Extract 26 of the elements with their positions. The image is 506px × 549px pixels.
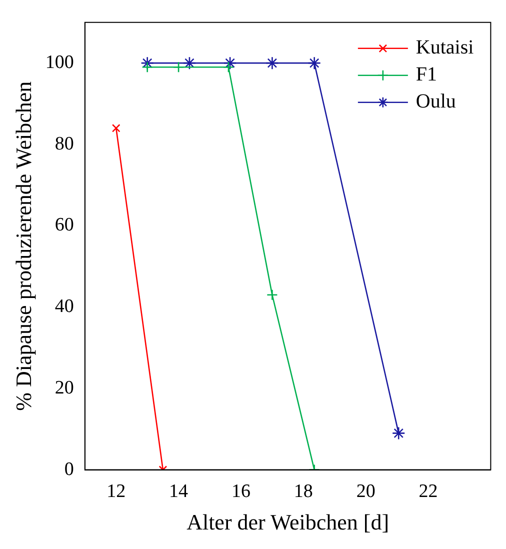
x-tick-label: 22 [418,481,438,502]
point [112,124,120,132]
legend-label: F1 [416,64,438,86]
point [222,61,234,73]
y-tick-label: 100 [45,52,74,74]
x-tick-label: 16 [231,481,250,502]
x-tick-label: 14 [169,481,189,502]
legend-label: Kutaisi [416,36,474,59]
point [308,56,321,70]
y-tick-label: 80 [54,133,74,154]
legend-label: Oulu [416,90,456,113]
x-tick-label: 20 [356,481,376,502]
point [266,56,279,70]
point [223,56,237,70]
y-tick-label: 40 [54,296,74,318]
point [172,61,184,73]
y-tick-label: 20 [54,377,74,398]
x-tick-label: 18 [294,481,313,502]
point [182,56,196,70]
y-tick-label: 60 [54,214,74,236]
x-tick-label: 12 [106,481,126,502]
y-tick-label: 0 [64,458,74,480]
x-axis-title: Alter der Weibchen [d] [186,510,390,535]
point [266,289,278,301]
point [142,61,153,73]
y-axis-title: % Diapause produzierende Weibchen [10,81,36,411]
